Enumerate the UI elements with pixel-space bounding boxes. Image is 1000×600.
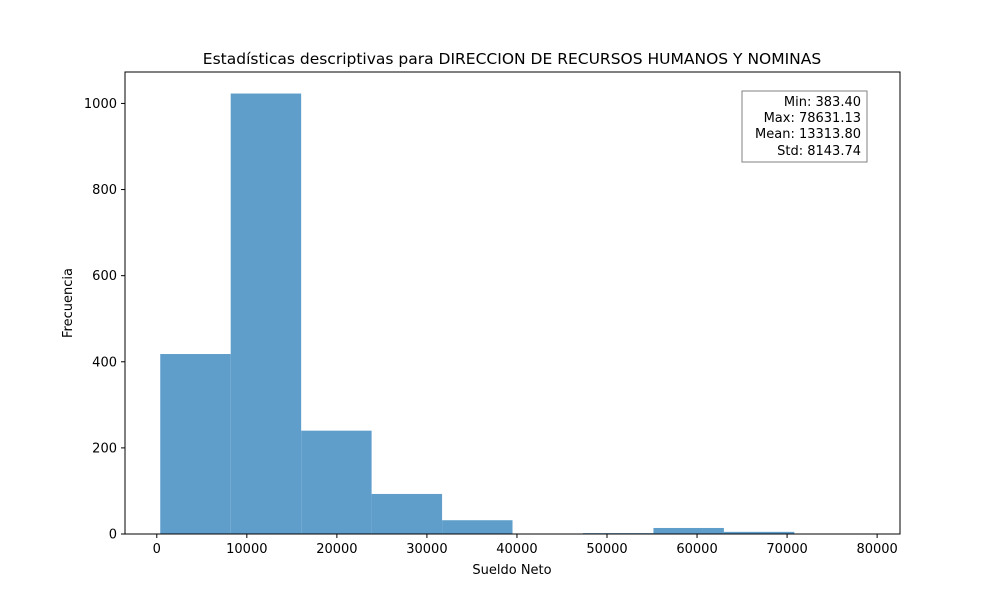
x-tick-label: 10000 [226,542,267,557]
y-axis: 0 200 400 600 800 1000 [84,97,125,543]
plot-frame [124,71,901,535]
histogram-bars [160,93,865,534]
histogram-bar-2 [301,430,372,534]
histogram-bar-4 [442,520,513,534]
x-tick-label: 20000 [316,542,357,557]
x-axis-title: Sueldo Neto [472,563,551,578]
stats-box: Min: 383.40 Max: 78631.13 Mean: 13313.80… [741,90,868,163]
y-tick-label: 600 [92,269,117,284]
stats-max: Max: 78631.13 [764,111,861,126]
x-axis: 0 10000 20000 30000 40000 50000 60000 70000 8000… [153,534,898,557]
x-tick-label: 40000 [496,542,537,557]
x-tick-label: 50000 [586,542,627,557]
stats-mean: Mean: 13313.80 [755,127,861,142]
histogram-bar-3 [371,493,443,534]
x-tick-label: 30000 [406,542,447,557]
y-tick-label: 400 [92,355,117,370]
histogram-bar-0 [160,354,231,534]
x-tick-label: 70000 [766,542,807,557]
stats-box-frame [741,90,868,163]
chart-title: Estadísticas descriptivas para DIRECCION… [203,50,821,68]
histogram-bar-7 [653,527,724,534]
histogram-bar-1 [230,93,302,534]
y-tick-label: 0 [109,528,117,543]
stats-min: Min: 383.40 [784,95,861,110]
x-tick-label: 60000 [676,542,717,557]
y-tick-label: 200 [92,441,117,456]
x-tick-label: 80000 [856,542,897,557]
stats-std: Std: 8143.74 [777,144,861,159]
y-tick-label: 800 [92,183,117,198]
y-axis-title: Frecuencia [61,268,76,338]
y-tick-label: 1000 [84,97,117,112]
x-tick-label: 0 [153,542,161,557]
histogram-bar-8 [723,531,795,534]
